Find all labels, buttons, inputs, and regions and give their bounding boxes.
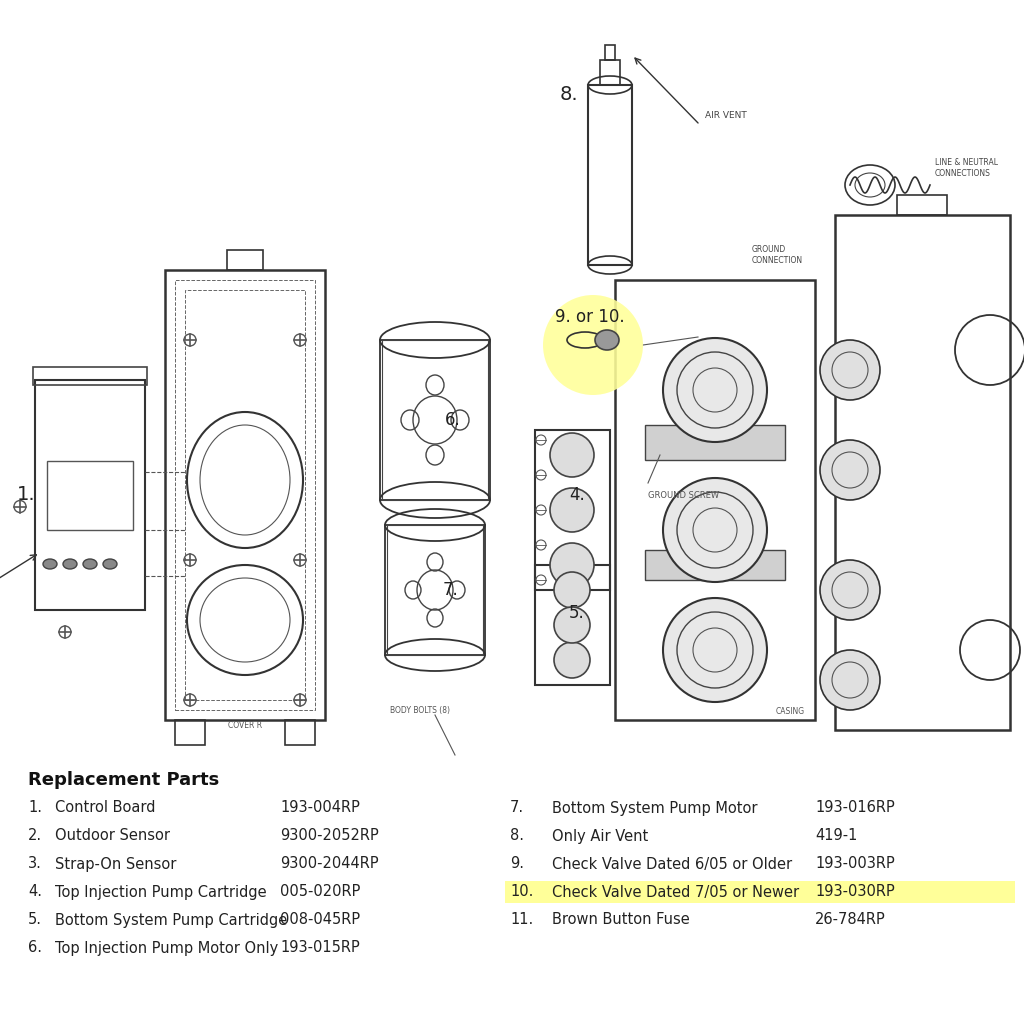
Bar <box>47 461 133 529</box>
Text: 6.: 6. <box>28 940 42 955</box>
Text: AIR VENT: AIR VENT <box>705 111 746 120</box>
Ellipse shape <box>550 433 594 477</box>
Text: 9.: 9. <box>510 856 524 871</box>
Bar <box>385 525 485 655</box>
Ellipse shape <box>554 642 590 678</box>
Text: COVER R: COVER R <box>228 721 262 729</box>
Text: 26-784RP: 26-784RP <box>815 912 886 928</box>
Ellipse shape <box>595 330 618 350</box>
Text: Outdoor Sensor: Outdoor Sensor <box>55 828 170 844</box>
Text: 7.: 7. <box>510 801 524 815</box>
Text: 005-020RP: 005-020RP <box>280 885 360 899</box>
Text: 5.: 5. <box>569 604 585 622</box>
Text: 193-003RP: 193-003RP <box>815 856 895 871</box>
Text: Strap-On Sensor: Strap-On Sensor <box>55 856 176 871</box>
Bar <box>535 565 610 685</box>
Ellipse shape <box>663 598 767 702</box>
Bar <box>380 340 490 500</box>
Text: 10.: 10. <box>510 885 534 899</box>
Bar <box>185 290 305 700</box>
Text: 5.: 5. <box>28 912 42 928</box>
Bar <box>175 280 315 710</box>
Ellipse shape <box>550 543 594 587</box>
Text: BODY BOLTS (8): BODY BOLTS (8) <box>390 706 450 715</box>
Bar <box>165 270 325 720</box>
Text: Top Injection Pump Motor Only: Top Injection Pump Motor Only <box>55 940 279 955</box>
Text: Check Valve Dated 7/05 or Newer: Check Valve Dated 7/05 or Newer <box>552 885 799 899</box>
Text: Brown Button Fuse: Brown Button Fuse <box>552 912 690 928</box>
Text: 1.: 1. <box>28 801 42 815</box>
Ellipse shape <box>103 559 117 569</box>
Text: 8.: 8. <box>560 85 579 104</box>
Text: 6.: 6. <box>445 411 461 429</box>
Text: 9300-2052RP: 9300-2052RP <box>280 828 379 844</box>
Bar <box>835 215 1010 730</box>
Bar <box>897 195 947 215</box>
Text: 11.: 11. <box>510 912 534 928</box>
Text: 193-016RP: 193-016RP <box>815 801 895 815</box>
Bar <box>645 425 785 460</box>
Ellipse shape <box>554 572 590 608</box>
Bar <box>600 60 620 85</box>
Ellipse shape <box>63 559 77 569</box>
Ellipse shape <box>663 338 767 442</box>
Ellipse shape <box>820 560 880 620</box>
Bar <box>535 430 610 590</box>
Ellipse shape <box>43 559 57 569</box>
Text: 008-045RP: 008-045RP <box>280 912 360 928</box>
Ellipse shape <box>554 607 590 643</box>
Text: 4.: 4. <box>28 885 42 899</box>
Text: Check Valve Dated 6/05 or Older: Check Valve Dated 6/05 or Older <box>552 856 793 871</box>
Text: 4.: 4. <box>569 486 585 504</box>
Text: Top Injection Pump Cartridge: Top Injection Pump Cartridge <box>55 885 266 899</box>
Text: 7.: 7. <box>443 581 459 599</box>
Ellipse shape <box>820 440 880 500</box>
Bar <box>605 45 615 60</box>
Bar <box>33 367 147 385</box>
Text: GROUND
CONNECTION: GROUND CONNECTION <box>752 246 803 264</box>
Text: 8.: 8. <box>510 828 524 844</box>
Text: 9300-2044RP: 9300-2044RP <box>280 856 379 871</box>
Text: CASING: CASING <box>776 708 805 717</box>
Text: Replacement Parts: Replacement Parts <box>28 771 219 790</box>
Text: 9. or 10.: 9. or 10. <box>555 308 625 326</box>
Bar <box>175 720 205 745</box>
Bar <box>35 380 145 610</box>
Ellipse shape <box>550 488 594 532</box>
Text: LINE & NEUTRAL
CONNECTIONS: LINE & NEUTRAL CONNECTIONS <box>935 159 998 178</box>
Text: Bottom System Pump Motor: Bottom System Pump Motor <box>552 801 758 815</box>
Ellipse shape <box>820 340 880 400</box>
Text: Control Board: Control Board <box>55 801 156 815</box>
Bar <box>505 881 1015 903</box>
Text: BACK COVER
ASSEMBLY: BACK COVER ASSEMBLY <box>820 581 869 600</box>
Bar <box>615 280 815 720</box>
Ellipse shape <box>83 559 97 569</box>
Text: 193-004RP: 193-004RP <box>280 801 359 815</box>
Text: Bottom System Pump Cartridge: Bottom System Pump Cartridge <box>55 912 288 928</box>
Text: 193-030RP: 193-030RP <box>815 885 895 899</box>
Text: Only Air Vent: Only Air Vent <box>552 828 648 844</box>
Bar <box>285 720 315 745</box>
Bar <box>645 550 785 580</box>
Bar <box>588 85 632 265</box>
Ellipse shape <box>663 478 767 582</box>
Bar <box>387 525 483 655</box>
Circle shape <box>543 295 643 395</box>
Text: 193-015RP: 193-015RP <box>280 940 359 955</box>
Text: 2.: 2. <box>28 828 42 844</box>
Bar <box>227 250 263 270</box>
Ellipse shape <box>820 650 880 710</box>
Text: 3.: 3. <box>28 856 42 871</box>
Text: 1.: 1. <box>17 485 36 505</box>
Bar <box>382 340 488 500</box>
Text: GROUND SCREW: GROUND SCREW <box>648 490 719 500</box>
Text: 419-1: 419-1 <box>815 828 857 844</box>
